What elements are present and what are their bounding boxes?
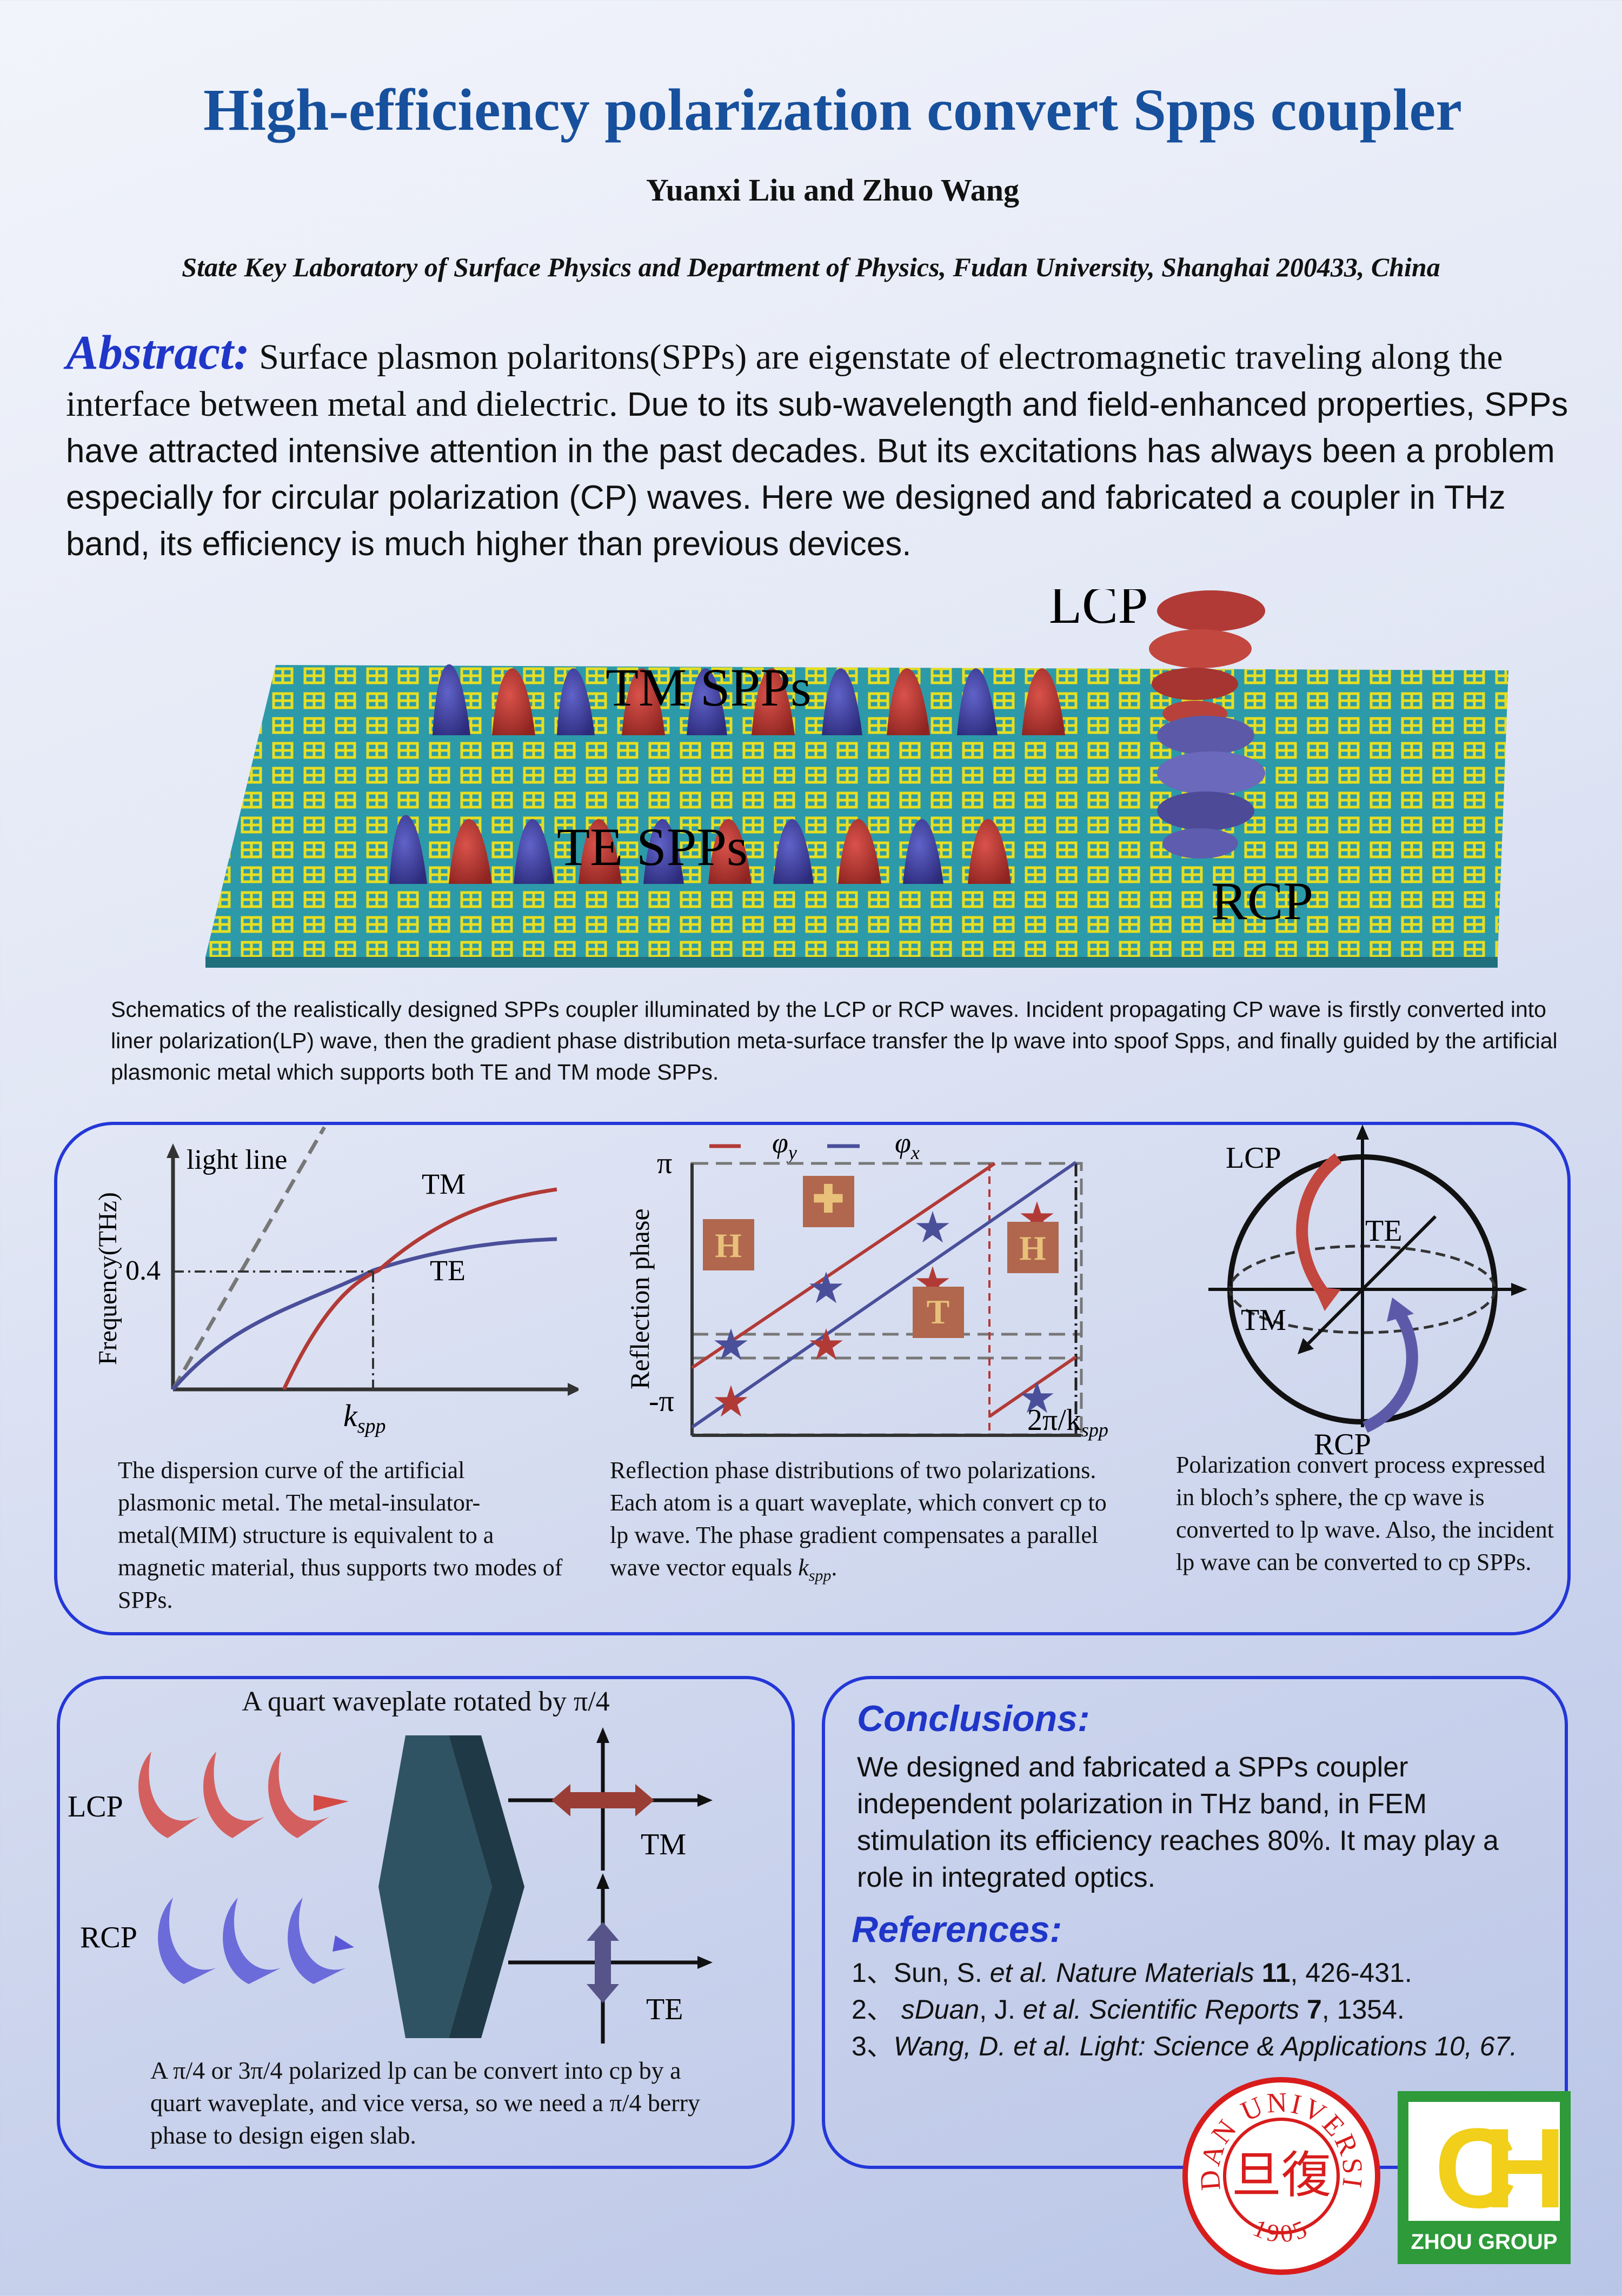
- abstract-heading: Abstract:: [66, 326, 250, 380]
- waveplate-lcp: LCP: [68, 1790, 123, 1824]
- svg-text:T: T: [927, 1293, 950, 1331]
- dispersion-xlabel-sub: spp: [357, 1415, 386, 1438]
- schematic-tm-label: TM SPPs: [606, 657, 812, 717]
- svg-text:φx: φx: [895, 1127, 920, 1163]
- phase-ylabel: Reflection phase: [624, 1208, 655, 1389]
- light-line-label: light line: [187, 1144, 287, 1175]
- legend-phi-x-sub: x: [910, 1142, 920, 1163]
- lcp-wave: [138, 1752, 349, 1838]
- phi-y-line: [691, 1162, 996, 1369]
- legend-phi-y: φ: [772, 1127, 788, 1159]
- waveplate-slab: [378, 1735, 524, 2038]
- conclusions-heading: Conclusions:: [857, 1698, 1090, 1739]
- dispersion-figure: light line TM TE 0.4 kspp Frequency(THz): [94, 1126, 579, 1438]
- dispersion-tm-label: TM: [422, 1168, 466, 1200]
- waveplate-rcp: RCP: [80, 1921, 137, 1954]
- unit-cell-icon: [913, 1287, 964, 1338]
- svg-text:✚: ✚: [813, 1179, 845, 1221]
- abstract-body: Due to its sub-wavelength and field-enha…: [66, 386, 1568, 563]
- svg-text:★: ★: [1018, 1375, 1056, 1422]
- phase-caption-sub: spp: [808, 1566, 832, 1585]
- svg-text:2π/kspp: 2π/kspp: [1027, 1403, 1108, 1441]
- rcp-wave: [158, 1898, 354, 1984]
- phase-y-bottom: -π: [649, 1385, 674, 1418]
- phase-y-top: π: [657, 1147, 672, 1180]
- dispersion-ylabel: Frequency(THz): [94, 1192, 122, 1365]
- dispersion-te-label: TE: [430, 1254, 466, 1287]
- waveplate-panel: [57, 1676, 795, 2169]
- reference-3: 3、Wang, D. et al. Light: Science & Appli…: [852, 2031, 1518, 2061]
- unit-cell-icon: [1007, 1222, 1059, 1273]
- waveplate-title: A quart waveplate rotated by π/4: [242, 1686, 610, 1717]
- bloch-te: TE: [1365, 1214, 1402, 1248]
- rcp-helix: [1157, 716, 1265, 858]
- unit-cell-icon: [703, 1219, 754, 1270]
- poster-title: High-efficiency polarization convert Spp…: [203, 77, 1463, 143]
- zhou-group-name: ZHOU GROUP: [1411, 2230, 1557, 2254]
- te-curve: [171, 1237, 557, 1391]
- references-heading: References:: [852, 1909, 1062, 1950]
- legend-phi-x: φ: [895, 1127, 911, 1159]
- svg-text:kspp: kspp: [343, 1398, 386, 1438]
- phase-caption-k: k: [798, 1554, 809, 1581]
- phase-caption: Reflection phase distributions of two po…: [610, 1454, 1129, 1592]
- affiliation: State Key Laboratory of Surface Physics …: [182, 252, 1440, 282]
- bloch-sphere-figure: LCP TE TM RCP: [1208, 1124, 1527, 1460]
- svg-text:H: H: [1019, 1229, 1046, 1267]
- bloch-rcp: RCP: [1314, 1428, 1371, 1460]
- rcp-path: [1362, 1307, 1418, 1433]
- reference-2: 2、 sDuan, J. et al. Scientific Reports 7…: [852, 1994, 1405, 2025]
- phase-x-right-sub: spp: [1081, 1419, 1108, 1441]
- waveplate-tm: TM: [641, 1828, 686, 1861]
- bloch-lcp: LCP: [1226, 1141, 1281, 1175]
- fudan-center: 旦復: [1232, 2146, 1331, 2204]
- tm-curve: [282, 1187, 557, 1390]
- coupler-schematic: LCP RCP TM SPPs TE SPPs: [205, 589, 1508, 968]
- fudan-logo: FUDAN UNIVERSITY 1905 旦復: [1181, 2076, 1380, 2275]
- conclusions-text: We designed and fabricated a SPPs couple…: [857, 1752, 1499, 1893]
- schematic-lcp-label: LCP: [1049, 589, 1148, 635]
- svg-text:★: ★: [712, 1379, 750, 1426]
- bloch-tm: TM: [1241, 1303, 1286, 1337]
- zhou-group-logo: CH ZHOU GROUP: [1398, 2091, 1571, 2264]
- dispersion-caption: The dispersion curve of the artificial p…: [118, 1457, 563, 1613]
- svg-text:★: ★: [913, 1204, 952, 1252]
- figures-panel: [54, 1122, 1571, 1635]
- phase-stars: ★ ★ ★ ★ ★ ★ ★ ★: [712, 1195, 1056, 1426]
- abstract: Abstract: Surface plasmon polaritons(SPP…: [66, 329, 1569, 568]
- svg-text:★: ★: [807, 1265, 846, 1313]
- te-double-arrow: [587, 1922, 619, 2003]
- svg-text:★: ★: [807, 1322, 846, 1369]
- schematic-rcp-label: RCP: [1211, 871, 1313, 931]
- phase-caption-end: .: [831, 1554, 837, 1581]
- references-list: 1、Sun, S. et al. Nature Materials 11, 42…: [852, 1954, 1527, 2065]
- svg-text:H: H: [715, 1226, 742, 1265]
- abstract-first-line: Surface plasmon polaritons(SPPs) are eig…: [66, 337, 1503, 424]
- schematic-caption: Schematics of the realistically designed…: [111, 997, 1558, 1084]
- tm-spp-lobes: [433, 664, 1065, 735]
- phase-x-right: 2π/k: [1027, 1403, 1081, 1437]
- svg-text:φy: φy: [772, 1127, 797, 1163]
- dispersion-tick-04: 0.4: [125, 1255, 161, 1286]
- phase-figure: φy φx ★ ★ ★ ★ ★ ★ ★ ★ H ✚ T H π -π 2π/ks…: [624, 1127, 1108, 1441]
- dispersion-xlabel: k: [343, 1398, 358, 1433]
- light-line: [171, 1126, 327, 1390]
- schematic-te-label: TE SPPs: [557, 817, 748, 877]
- unit-cell-icon: [803, 1176, 854, 1227]
- legend-phi-y-sub: y: [787, 1142, 797, 1163]
- authors: Yuanxi Liu and Zhuo Wang: [646, 172, 1019, 208]
- waveplate-te: TE: [646, 1993, 683, 2026]
- waveplate-figure: LCP RCP TM TE: [68, 1727, 713, 2044]
- svg-text:★: ★: [712, 1322, 750, 1369]
- bloch-caption: Polarization convert process expressed i…: [1176, 1452, 1554, 1575]
- phase-frame: [690, 1162, 1083, 1436]
- phi-x-line: [691, 1161, 1077, 1429]
- waveplate-caption: A π/4 or 3π/4 polarized lp can be conver…: [150, 2057, 700, 2149]
- te-spp-lobes: [389, 815, 1011, 884]
- phase-caption-text: Reflection phase distributions of two po…: [610, 1457, 1107, 1581]
- tm-double-arrow: [551, 1784, 654, 1816]
- reference-1: 1、Sun, S. et al. Nature Materials 11, 42…: [852, 1958, 1412, 1988]
- lcp-path: [1296, 1153, 1342, 1302]
